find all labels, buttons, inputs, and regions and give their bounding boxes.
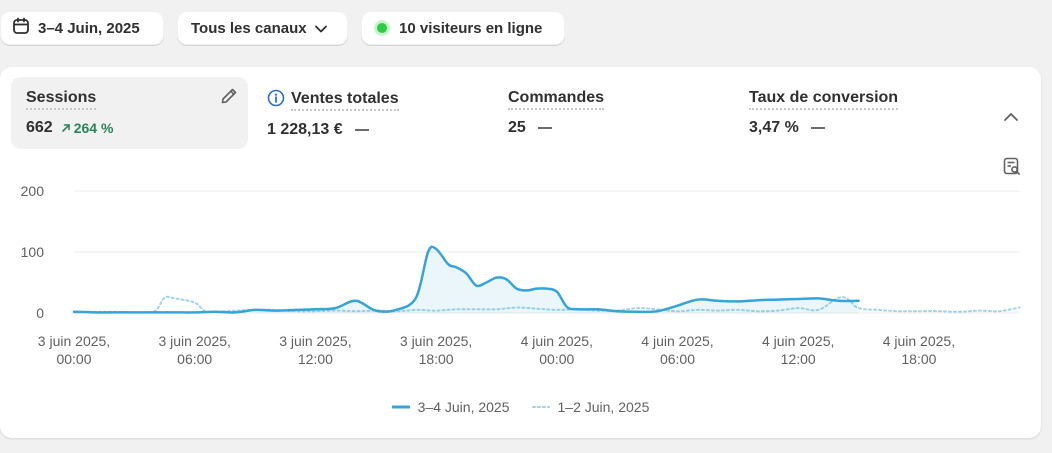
metric-value: 3,47 %: [749, 119, 799, 136]
info-icon[interactable]: [267, 89, 285, 112]
metric-value: 25: [508, 119, 526, 136]
metric-label: Taux de conversion: [749, 89, 899, 110]
date-range-label: 3–4 Juin, 2025: [38, 19, 140, 37]
metric-tab-conversion[interactable]: Taux de conversion 3,47 %: [734, 77, 974, 149]
live-status-dot: [377, 23, 387, 33]
no-change-dash: [537, 127, 552, 129]
metric-label: Commandes: [508, 89, 605, 110]
live-visitors-button[interactable]: 10 visiteurs en ligne: [361, 11, 565, 45]
metric-tab-sales[interactable]: Ventes totales 1 228,13 €: [252, 77, 482, 149]
metric-value: 1 228,13 €: [267, 121, 343, 138]
chevron-up-icon[interactable]: [1003, 109, 1019, 127]
analytics-card: Sessions 662 264 % Ventes totales 1 228,…: [0, 67, 1041, 438]
metric-tab-orders[interactable]: Commandes 25: [493, 77, 713, 149]
metric-tab-sessions[interactable]: Sessions 662 264 %: [11, 77, 248, 149]
metric-value: 662: [26, 119, 53, 136]
legend-item-comparison[interactable]: 1–2 Juin, 2025: [531, 399, 649, 415]
metric-label: Sessions: [26, 89, 97, 110]
date-range-button[interactable]: 3–4 Juin, 2025: [0, 11, 164, 45]
live-visitors-label: 10 visiteurs en ligne: [399, 19, 543, 37]
metric-change: 264 %: [61, 120, 113, 136]
trend-up-arrow-icon: [61, 124, 70, 132]
chart-legend: 3–4 Juin, 2025 1–2 Juin, 2025: [0, 399, 1041, 415]
pencil-icon[interactable]: [220, 87, 238, 110]
legend-dotted-swatch: [531, 406, 550, 408]
legend-solid-swatch: [391, 405, 410, 409]
legend-item-current[interactable]: 3–4 Juin, 2025: [391, 399, 510, 415]
channel-filter-button[interactable]: Tous les canaux: [177, 11, 348, 45]
no-change-dash: [354, 129, 369, 131]
calendar-icon: [12, 17, 30, 39]
report-icon[interactable]: [1003, 157, 1021, 182]
chevron-down-icon: [314, 20, 327, 37]
no-change-dash: [810, 127, 825, 129]
channel-filter-label: Tous les canaux: [191, 19, 307, 37]
metric-label: Ventes totales: [291, 90, 399, 111]
